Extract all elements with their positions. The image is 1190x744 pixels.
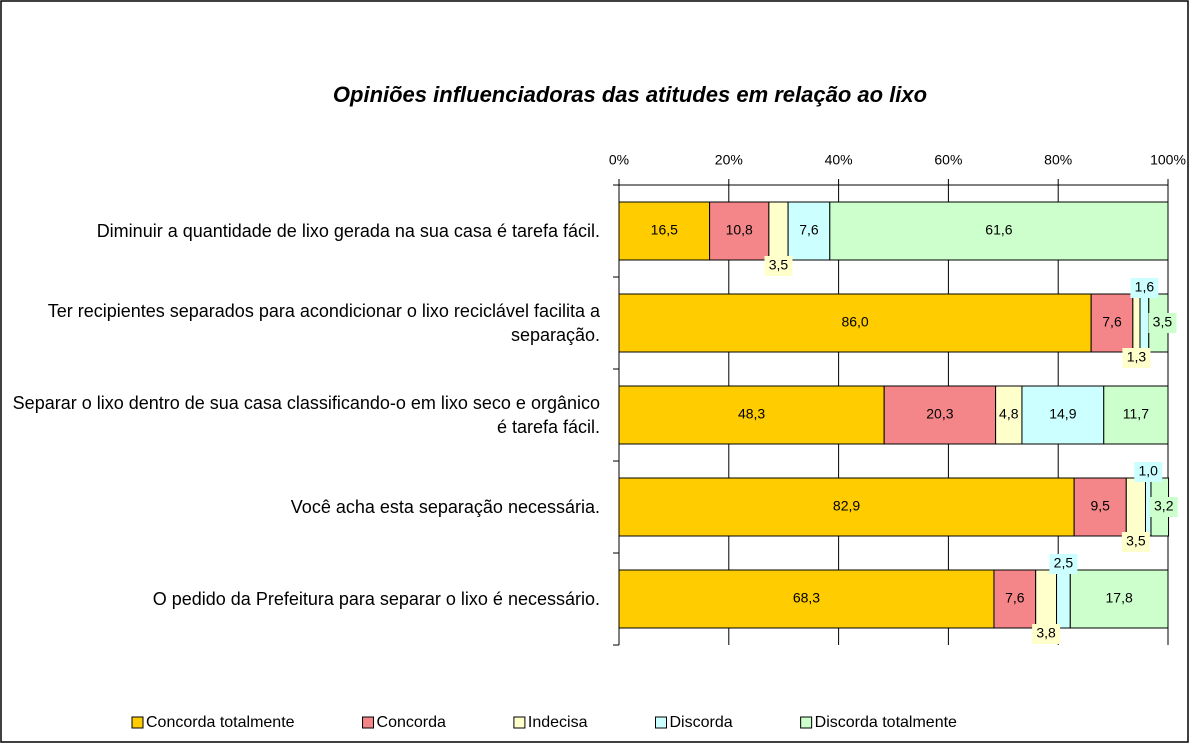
legend-swatch: [513, 716, 526, 729]
y-tick-label: Ter recipientes separados para acondicio…: [47, 301, 600, 345]
bar-segment: [1056, 569, 1071, 629]
data-label: 7,6: [1005, 590, 1025, 606]
bar-segment: [618, 477, 1075, 537]
legend-label: Discorda: [670, 714, 733, 731]
data-label: 3,2: [1154, 498, 1174, 514]
data-label: 61,6: [985, 222, 1012, 238]
legend-label: Indecisa: [528, 714, 588, 731]
data-label: 3,5: [1126, 533, 1146, 549]
label-bg: [1134, 462, 1163, 482]
label-bg: [1148, 313, 1177, 333]
data-label: 9,5: [1090, 498, 1110, 514]
bar-segment: [993, 569, 1037, 629]
label-bg: [1122, 348, 1151, 368]
data-label: 7,6: [799, 222, 819, 238]
data-label: 2,5: [1054, 555, 1074, 571]
legend-swatch: [655, 716, 667, 729]
label-bg: [1149, 497, 1178, 517]
legend-label: Discorda totalmente: [815, 714, 957, 731]
data-label: 17,8: [1106, 590, 1133, 606]
y-tick-label: Diminuir a quantidade de lixo gerada na …: [96, 221, 600, 241]
y-tick-label: Você acha esta separação necessária.: [290, 497, 600, 517]
data-label: 86,0: [841, 314, 868, 330]
data-label: 1,3: [1127, 349, 1147, 365]
bar-segment: [618, 569, 995, 629]
label-bg: [764, 256, 793, 276]
legend-label: Concorda: [377, 714, 446, 731]
bar-segment: [1103, 385, 1169, 445]
chart-title: Opiniões influenciadoras das atitudes em…: [333, 82, 927, 107]
data-label: 3,8: [1036, 625, 1056, 641]
x-tick-label: 0%: [609, 152, 629, 168]
x-tick-label: 40%: [825, 152, 853, 168]
bar-segment: [1073, 477, 1127, 537]
data-label: 68,3: [793, 590, 820, 606]
legend-swatch: [362, 716, 375, 729]
data-label: 3,5: [769, 257, 789, 273]
bar-segment: [1139, 293, 1150, 353]
data-label: 10,8: [726, 222, 753, 238]
bar-segment: [1132, 293, 1141, 353]
bar-segment: [618, 293, 1092, 353]
bar-segment: [829, 201, 1169, 261]
data-label: 3,5: [1153, 314, 1173, 330]
data-label: 82,9: [833, 498, 860, 514]
bar-segment: [1021, 385, 1105, 445]
label-bg: [1130, 278, 1159, 298]
y-tick-label: O pedido da Prefeitura para separar o li…: [152, 589, 600, 609]
bar-segment: [618, 201, 711, 261]
data-label: 11,7: [1123, 406, 1149, 422]
y-tick-label: Separar o lixo dentro de sua casa classi…: [12, 393, 600, 437]
legend-label: Concorda totalmente: [146, 714, 295, 731]
bar-segment: [709, 201, 770, 261]
bar-segment: [1069, 569, 1169, 629]
legend-swatch: [131, 716, 144, 729]
x-tick-label: 80%: [1044, 152, 1072, 168]
bar-segment: [618, 385, 885, 445]
data-label: 16,5: [651, 222, 678, 238]
data-label: 1,0: [1139, 463, 1159, 479]
bar-segment: [787, 201, 831, 261]
bar-segment: [768, 201, 789, 261]
label-bg: [1032, 624, 1061, 644]
x-tick-label: 100%: [1150, 152, 1186, 168]
data-label: 14,9: [1049, 406, 1076, 422]
x-tick-label: 60%: [934, 152, 962, 168]
data-label: 20,3: [926, 406, 953, 422]
bar-segment: [1125, 477, 1146, 537]
legend-swatch: [800, 716, 813, 729]
data-label: 7,6: [1102, 314, 1122, 330]
data-label: 4,8: [999, 406, 1019, 422]
data-label: 48,3: [738, 406, 765, 422]
x-tick-label: 20%: [715, 152, 743, 168]
label-bg: [1121, 532, 1150, 552]
bar-segment: [995, 385, 1023, 445]
label-bg: [1049, 554, 1078, 574]
data-label: 1,6: [1135, 279, 1155, 295]
bar-segment: [1035, 569, 1058, 629]
bar-segment: [883, 385, 997, 445]
